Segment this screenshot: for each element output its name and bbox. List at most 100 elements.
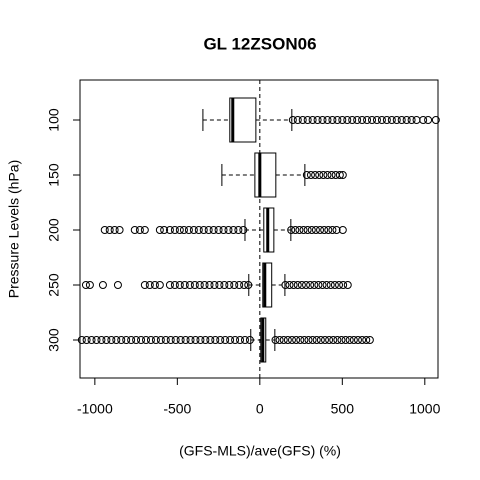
y-tick-label: 250 [46,273,62,297]
outlier [184,226,193,234]
outlier [397,116,406,124]
outlier [205,281,214,289]
outlier [155,281,164,289]
outlier [201,336,210,344]
outlier [419,116,428,124]
outlier [298,116,307,124]
outlier [345,336,354,344]
outlier [220,281,229,289]
outlier [320,226,329,234]
outlier [328,116,337,124]
outlier [221,336,230,344]
outlier [324,226,333,234]
outlier [279,336,288,344]
outlier [77,336,86,344]
outlier [307,226,316,234]
outlier [199,226,208,234]
outlier [230,281,239,289]
outlier [318,281,327,289]
outlier [353,116,362,124]
outlier [115,226,124,234]
outlier [338,116,347,124]
outlier [303,226,312,234]
outlier [358,336,367,344]
x-tick-label: 0 [256,401,264,417]
outlier [353,336,362,344]
y-tick-label: 100 [46,108,62,132]
box [254,152,277,198]
outlier [245,336,254,344]
outlier [313,116,322,124]
plot-frame [79,79,439,379]
outlier [392,116,401,124]
outlier [87,336,96,344]
outlier [166,336,175,344]
outlier [113,281,122,289]
outlier [155,226,164,234]
outlier [180,281,189,289]
outlier [337,336,346,344]
outlier [323,116,332,124]
outlier [295,226,304,234]
outlier [365,336,374,344]
outlier [112,336,121,344]
outlier [244,281,253,289]
outlier [229,226,238,234]
outlier [236,336,245,344]
outlier [318,116,327,124]
outlier [206,336,215,344]
outlier [185,281,194,289]
outlier [291,226,300,234]
outlier [179,226,188,234]
outlier [170,281,179,289]
outlier [333,116,342,124]
outlier [191,336,200,344]
outlier [137,336,146,344]
outlier [150,281,159,289]
outlier [209,226,218,234]
outlier [105,226,114,234]
outlier [176,336,185,344]
outlier [196,336,205,344]
outlier [171,336,180,344]
x-tick-label: 500 [331,401,355,417]
outlier [127,336,136,344]
outlier [382,116,391,124]
outlier [194,226,203,234]
outlier [339,281,348,289]
outlier [85,281,94,289]
outlier [97,336,106,344]
outlier [141,336,150,344]
outlier [186,336,195,344]
outlier [195,281,204,289]
outlier [81,281,90,289]
outlier [332,226,341,234]
outlier [234,226,243,234]
outlier [224,226,233,234]
y-tick-label: 200 [46,218,62,242]
outlier [306,281,315,289]
outlier [130,226,139,234]
outlier [204,226,213,234]
outlier [292,336,301,344]
outlier [117,336,126,344]
y-axis-label: Pressure Levels (hPa) [6,160,22,299]
outlier [338,171,347,179]
outlier [402,116,411,124]
outlier [333,336,342,344]
y-tick-label: 150 [46,163,62,187]
outlier [285,281,294,289]
outlier [283,336,292,344]
outlier [132,336,141,344]
outlier [338,226,347,234]
outlier [165,226,174,234]
outlier [200,281,209,289]
x-tick-label: -500 [163,401,191,417]
outlier [102,336,111,344]
outlier [320,336,329,344]
outlier [181,336,190,344]
outlier [210,281,219,289]
outlier [122,336,131,344]
outlier [135,226,144,234]
outlier [289,281,298,289]
